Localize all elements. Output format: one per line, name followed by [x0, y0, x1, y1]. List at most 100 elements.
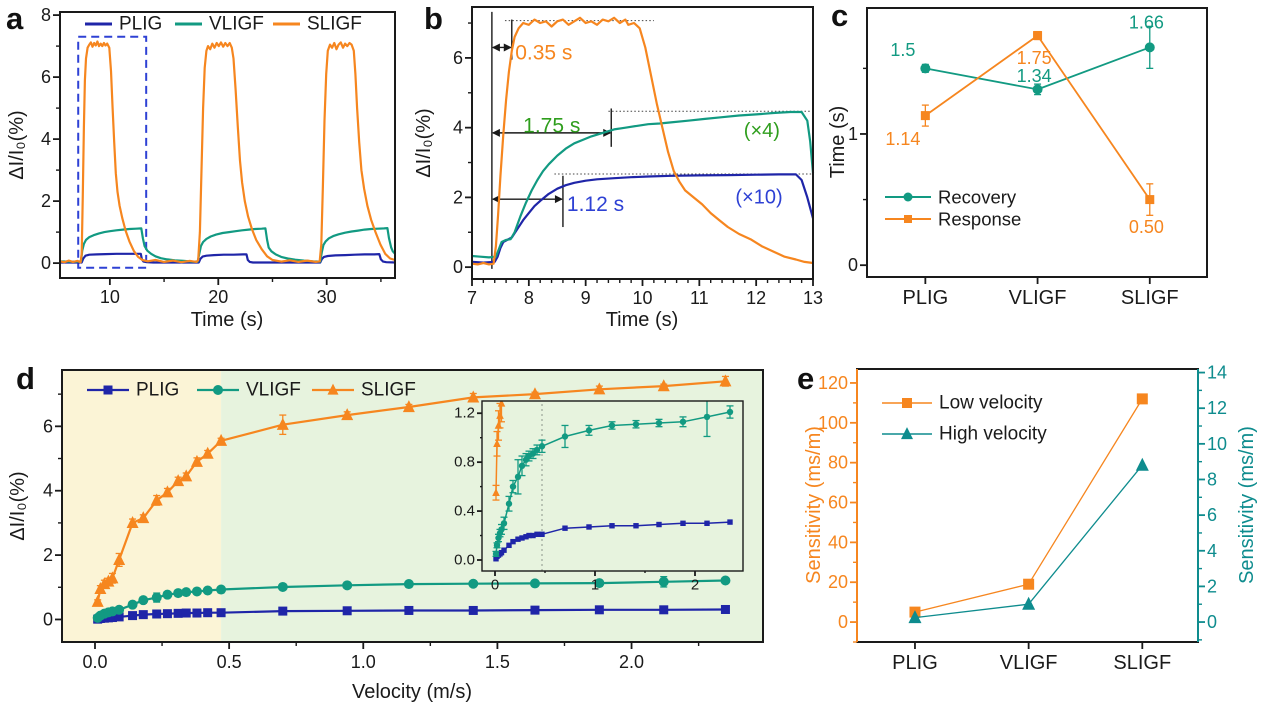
svg-text:Time (s): Time (s)	[191, 309, 264, 331]
y-axis-left: 0 2 4 6 8	[41, 5, 60, 273]
svg-text:Recovery: Recovery	[938, 187, 1017, 208]
svg-text:60: 60	[828, 493, 848, 513]
svg-text:4: 4	[1207, 541, 1217, 561]
svg-text:2: 2	[453, 187, 463, 207]
svg-text:8: 8	[524, 288, 534, 308]
svg-text:0: 0	[453, 257, 463, 277]
svg-text:0: 0	[41, 253, 51, 273]
x-axis: 0.0 0.5 1.0 1.5 2.0	[82, 642, 700, 672]
svg-text:Velocity (m/s): Velocity (m/s)	[352, 681, 472, 703]
svg-text:4: 4	[453, 118, 463, 138]
panel-d-chart: 0.0 0.5 1.0 1.5 2.0 0 2 4 6 Velocity (m/s) ΔI/I₀(%…	[7, 369, 764, 703]
svg-text:1.34: 1.34	[1017, 66, 1052, 86]
svg-text:VLIGF: VLIGF	[246, 380, 301, 401]
svg-text:0: 0	[848, 255, 858, 275]
series-SLIGF-inset	[492, 401, 506, 501]
svg-text:ΔI/I₀(%): ΔI/I₀(%)	[7, 471, 29, 540]
svg-text:120: 120	[818, 373, 848, 393]
svg-text:1: 1	[848, 124, 858, 144]
x-axis: 0 1 2	[491, 571, 699, 594]
svg-text:(×10): (×10)	[735, 186, 782, 208]
svg-text:20: 20	[208, 287, 228, 307]
series-PLIG	[93, 604, 730, 624]
svg-text:2: 2	[43, 545, 53, 565]
svg-text:100: 100	[818, 413, 848, 433]
svg-text:1: 1	[591, 577, 599, 594]
series-SLIGF	[471, 16, 814, 266]
svg-text:PLIG: PLIG	[136, 380, 179, 401]
series-PLIG	[60, 252, 396, 264]
series-VLIGF-x4	[471, 110, 815, 259]
series-Recovery	[920, 25, 1155, 96]
svg-text:Response: Response	[938, 209, 1021, 230]
svg-text:VLIGF: VLIGF	[1009, 287, 1067, 309]
svg-text:Time (s): Time (s)	[606, 309, 679, 331]
svg-text:1.75 s: 1.75 s	[523, 114, 580, 137]
svg-text:PLIG: PLIG	[892, 652, 938, 674]
series-SLIGF	[59, 40, 396, 264]
svg-text:ΔI/I₀(%): ΔI/I₀(%)	[6, 110, 28, 179]
svg-text:1.75: 1.75	[1017, 48, 1052, 68]
y-axis-left: 0 20 40 60 80 100 120	[818, 373, 857, 643]
svg-text:11: 11	[690, 288, 709, 308]
svg-text:High velocity: High velocity	[939, 424, 1047, 445]
svg-text:2: 2	[1207, 576, 1217, 596]
plot-frame	[59, 11, 396, 279]
svg-text:0: 0	[491, 577, 499, 594]
region	[221, 370, 763, 642]
svg-text:(×4): (×4)	[744, 120, 780, 142]
svg-text:ΔI/I₀(%): ΔI/I₀(%)	[413, 108, 435, 177]
x-axis: 10 20 30	[100, 278, 382, 307]
series-SLIGF	[91, 374, 732, 607]
svg-text:20: 20	[828, 572, 848, 592]
svg-text:0.8: 0.8	[454, 454, 475, 471]
svg-text:0.4: 0.4	[454, 503, 475, 520]
svg-text:VLIGF: VLIGF	[1000, 652, 1058, 674]
panel-e-chart: PLIG VLIGF SLIGF 0 20 40 60 80 100 120 0 2 4 6 8 10 12 14…	[803, 363, 1258, 674]
series-VLIGF	[59, 227, 396, 263]
y-axis-left: 0 2 4 6	[453, 22, 472, 277]
y-axis-left: 0 2 4 6	[43, 393, 62, 629]
svg-text:8: 8	[1207, 469, 1217, 489]
svg-text:1.0: 1.0	[351, 652, 376, 672]
svg-text:1.14: 1.14	[885, 129, 920, 149]
svg-text:1.12 s: 1.12 s	[567, 193, 624, 216]
svg-text:14: 14	[1207, 363, 1227, 383]
svg-text:2.0: 2.0	[619, 652, 644, 672]
plot-frame	[856, 368, 1199, 643]
svg-text:0.0: 0.0	[82, 652, 107, 672]
y-axis-right: 0 2 4 6 8 10 12 14	[1198, 363, 1227, 641]
svg-text:0: 0	[43, 609, 53, 629]
panel-d-label: d	[16, 361, 35, 396]
svg-text:0.5: 0.5	[217, 652, 242, 672]
svg-text:SLIGF: SLIGF	[361, 380, 416, 401]
svg-text:0.35 s: 0.35 s	[515, 42, 572, 65]
svg-text:1.2: 1.2	[454, 405, 475, 422]
svg-text:4: 4	[43, 481, 53, 501]
svg-text:SLIGF: SLIGF	[1121, 287, 1179, 309]
svg-text:0: 0	[1207, 612, 1217, 632]
svg-text:0: 0	[838, 612, 848, 632]
svg-text:80: 80	[828, 453, 848, 473]
legend: PLIG VLIGF SLIGF	[85, 14, 362, 35]
svg-text:0.50: 0.50	[1129, 217, 1164, 237]
svg-text:10: 10	[1207, 434, 1227, 454]
svg-text:12: 12	[746, 288, 766, 308]
svg-text:Low velocity: Low velocity	[939, 393, 1043, 414]
chart-panel-e: PLIG VLIGF SLIGF 0 20 40 60 80 100 120 0 2 4 6 8 10 12 14…	[803, 363, 1258, 674]
chart-panel-d: 0.0 0.5 1.0 1.5 2.0 0 2 4 6 Velocity (m/s) ΔI/I₀(%…	[7, 369, 764, 703]
svg-text:PLIG: PLIG	[903, 287, 949, 309]
svg-text:2: 2	[41, 191, 51, 211]
panel-a-label: a	[6, 1, 24, 36]
plot-frame	[61, 369, 764, 643]
svg-text:Sensitivity (ms/m): Sensitivity (ms/m)	[1236, 426, 1258, 584]
y-axis-left: 01	[848, 67, 867, 275]
svg-text:0.0: 0.0	[454, 551, 475, 568]
x-axis: 7 8 9 10 11 12 13	[467, 279, 823, 308]
panel-c-label: c	[831, 0, 849, 33]
chart-panel-d-inset: 0 1 2 0.0 0.4 0.8 1.2	[454, 400, 744, 594]
